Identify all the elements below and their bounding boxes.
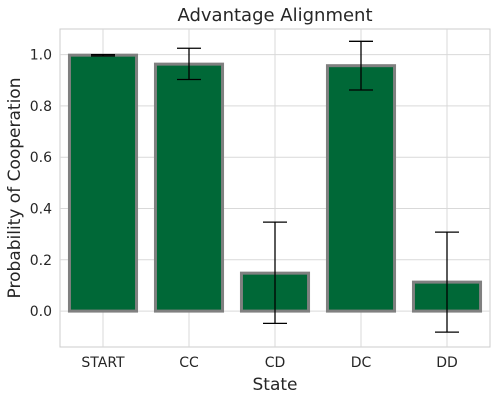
y-tick-labels: 0.0 0.2 0.4 0.6 0.8 1.0: [30, 48, 52, 320]
chart-title: Advantage Alignment: [177, 5, 372, 26]
error-bar-start: [91, 53, 115, 57]
x-tick-label-dc: DC: [351, 355, 372, 371]
x-axis-label: State: [253, 375, 298, 395]
x-tick-label-cc: CC: [179, 355, 199, 371]
bar-start: [67, 53, 139, 313]
x-tick-labels: START CC CD DC DD: [81, 355, 457, 371]
y-axis-label: Probability of Cooperation: [5, 78, 25, 299]
error-bars: [91, 40, 459, 333]
y-tick-label: 0.8: [30, 99, 52, 115]
y-tick-label: 1.0: [30, 48, 52, 64]
bar-dc: [325, 64, 397, 313]
error-bar-cd: [263, 221, 287, 325]
bar-cc: [153, 62, 225, 313]
x-tick-label-dd: DD: [436, 355, 458, 371]
x-tick-label-cd: CD: [265, 355, 286, 371]
y-tick-label: 0.4: [30, 202, 52, 218]
error-bar-cc: [177, 47, 201, 81]
x-tick-label-start: START: [81, 355, 125, 371]
y-tick-label: 0.0: [30, 304, 52, 320]
y-tick-label: 0.2: [30, 253, 52, 269]
error-bar-dd: [435, 231, 459, 333]
bars: [67, 53, 483, 313]
error-bar-dc: [349, 40, 373, 91]
y-tick-label: 0.6: [30, 150, 52, 166]
